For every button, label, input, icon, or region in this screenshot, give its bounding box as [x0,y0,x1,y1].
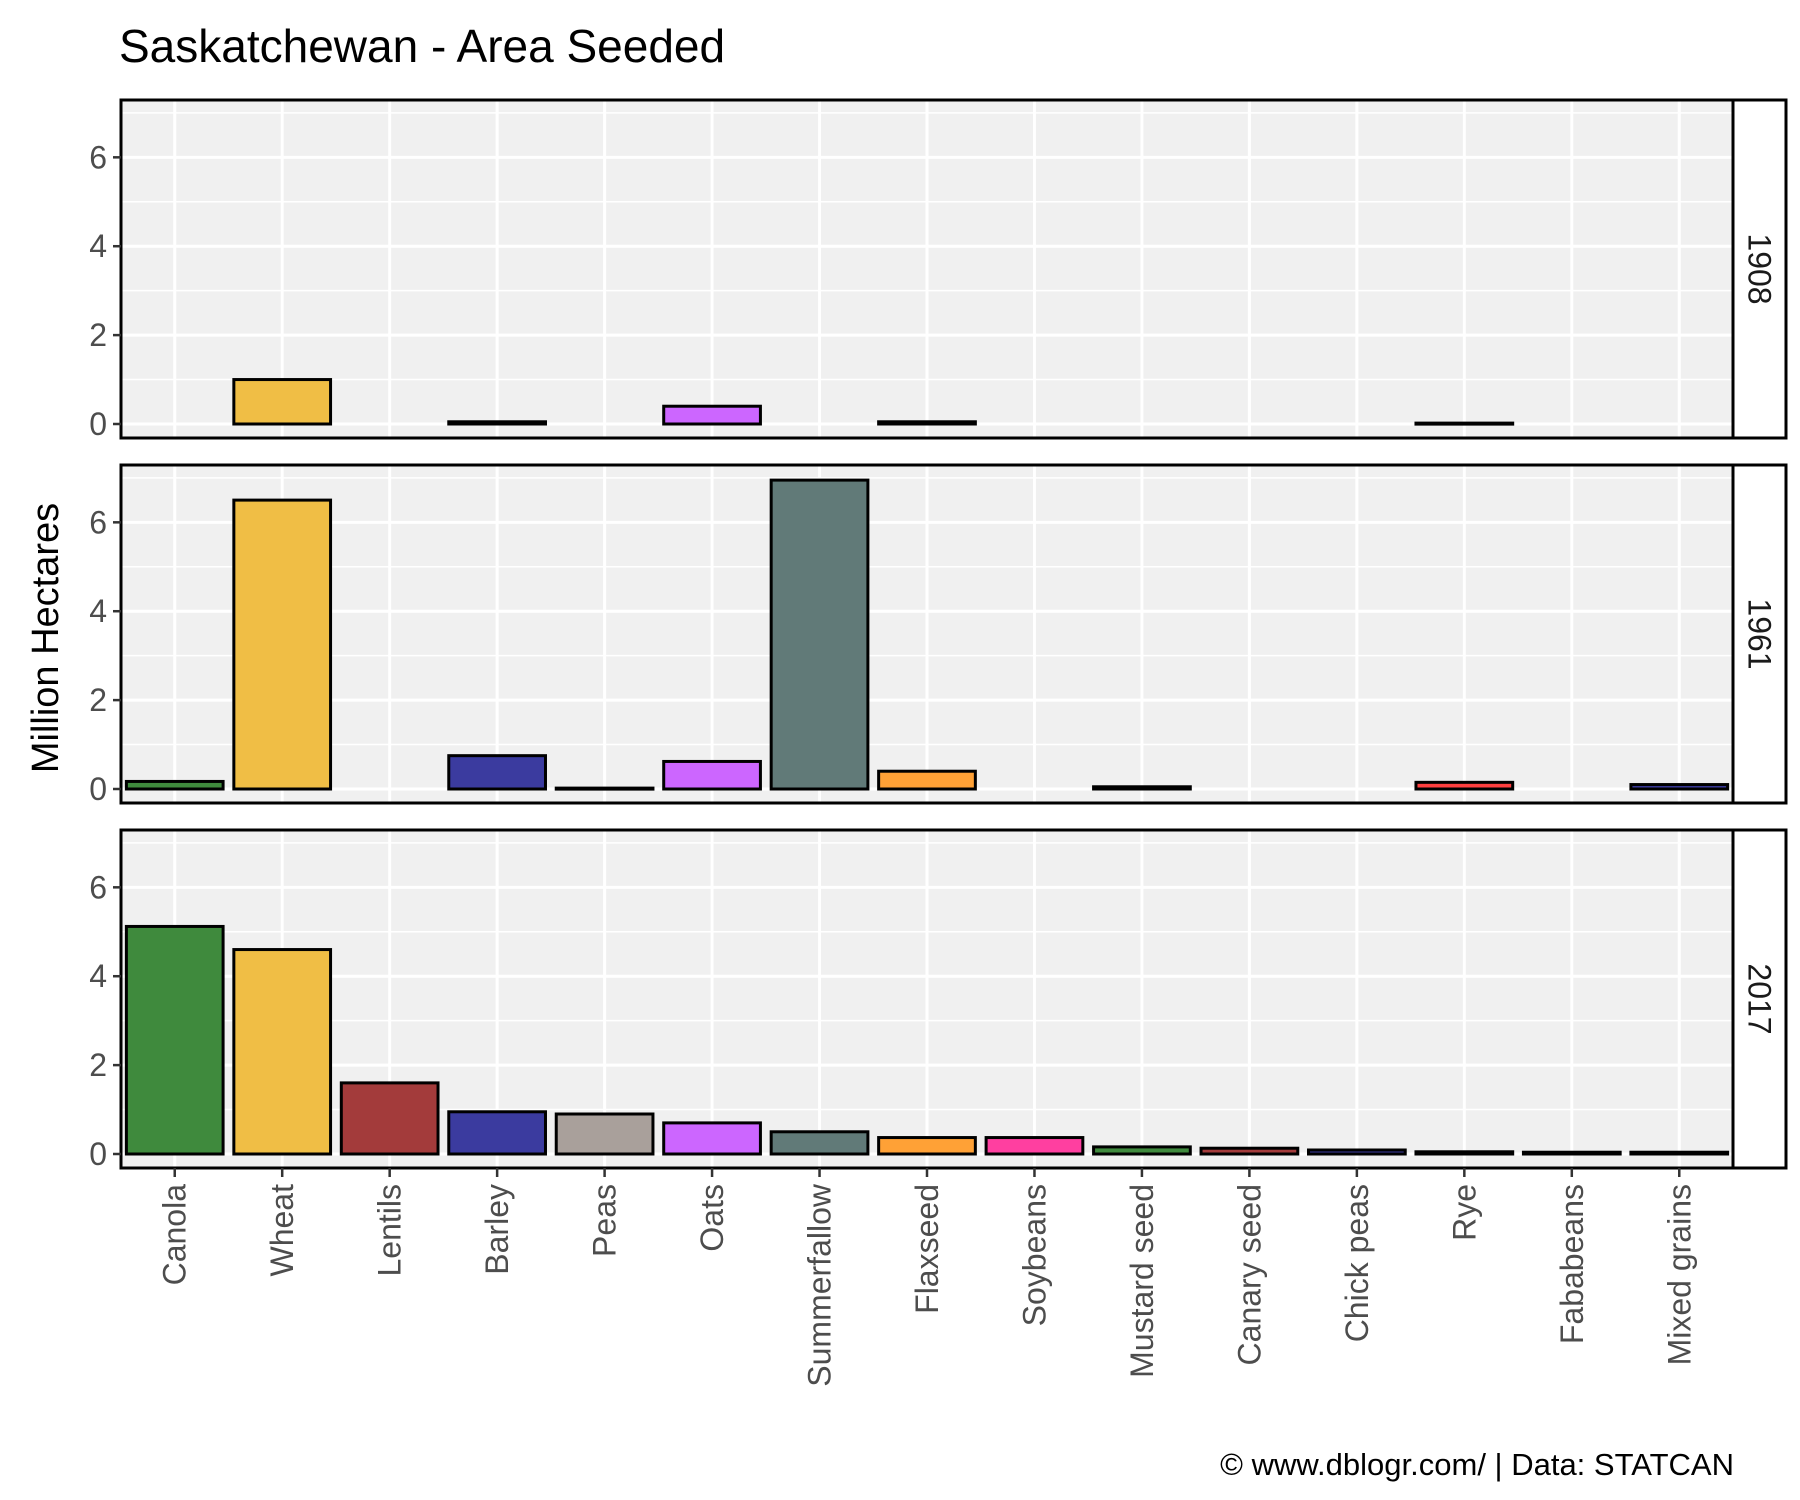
y-tick-label: 4 [89,228,107,264]
bar-soybeans-2017 [984,1136,1085,1156]
x-tick-label-peas: Peas [587,1184,623,1257]
x-tick-label-canola: Canola [157,1184,193,1286]
facet-strip [1731,463,1788,805]
bar-summerfallow-1961 [769,478,870,791]
x-tick-label-summerfallow: Summerfallow [802,1183,838,1387]
facet-label-1961: 1961 [1742,598,1778,669]
bar-mixed-grains-2017 [1629,1150,1730,1156]
y-tick-label: 0 [89,406,107,442]
y-tick-label: 2 [89,1047,107,1083]
bar-fababeans-2017 [1521,1150,1622,1156]
bar-canary-seed-2017 [1199,1146,1300,1156]
bar-mustard-seed-2017 [1092,1145,1192,1156]
bar-rye-1961 [1414,780,1515,791]
y-tick-label: 0 [89,1136,107,1172]
y-tick-label: 4 [89,593,107,629]
bar-rye-2017 [1414,1150,1515,1156]
facet-strip [1731,98,1788,440]
x-tick-label-barley: Barley [479,1184,515,1275]
facet-label-1908: 1908 [1742,233,1778,304]
bar-chick-peas-2017 [1307,1148,1407,1156]
bar-barley-1961 [447,754,547,791]
x-tick-label-chick-peas: Chick peas [1339,1184,1375,1342]
y-axis-label: Million Hectares [25,503,67,773]
bar-wheat-1908 [232,378,333,426]
y-tick-label: 4 [89,958,107,994]
x-tick-label-flaxseed: Flaxseed [909,1184,945,1314]
x-tick-label-mixed-grains: Mixed grains [1661,1184,1697,1365]
bar-peas-1961 [554,786,655,791]
x-axis: Canola Wheat Lentils Barley Peas Oats Summerfa… [157,1168,1697,1387]
bar-mixed-grains-1961 [1629,783,1730,791]
y-tick-label: 6 [89,139,107,175]
x-tick-label-soybeans: Soybeans [1016,1184,1052,1326]
x-tick-label-oats: Oats [694,1184,730,1252]
x-tick-label-fababeans: Fababeans [1554,1184,1590,1344]
x-tick-label-lentils: Lentils [372,1184,408,1277]
caption: © www.dblogr.com/ | Data: STATCAN [1220,1447,1734,1482]
bar-wheat-1961 [232,498,333,791]
facet-panel-1908: 1908 0 2 4 6 [89,98,1788,442]
bar-oats-1961 [662,759,762,791]
bar-peas-2017 [554,1112,655,1156]
y-tick-label: 6 [89,869,107,905]
bar-oats-1908 [662,404,762,426]
bar-summerfallow-2017 [769,1130,870,1156]
x-tick-label-rye: Rye [1446,1184,1482,1241]
bar-barley-2017 [447,1110,547,1156]
bar-canola-2017 [124,924,225,1156]
bar-flaxseed-1961 [877,769,977,791]
bar-mustard-seed-1961 [1092,785,1192,791]
y-tick-label: 6 [89,504,107,540]
bar-oats-2017 [662,1121,762,1156]
bar-flaxseed-1908 [877,420,977,426]
bar-rye-1908 [1414,421,1515,426]
facet-panel-1961: 1961 0 2 4 6 [89,463,1788,807]
bar-flaxseed-2017 [877,1136,977,1156]
bar-canola-1961 [124,779,225,791]
x-tick-label-canary-seed: Canary seed [1231,1184,1267,1365]
y-tick-label: 2 [89,682,107,718]
facet-panel-2017: 2017 0 2 4 6 [89,828,1788,1172]
facet-strip [1731,828,1788,1170]
x-tick-label-mustard-seed: Mustard seed [1124,1184,1160,1378]
bar-barley-1908 [447,420,547,426]
chart-title: Saskatchewan - Area Seeded [119,20,725,72]
bar-lentils-2017 [339,1081,440,1156]
facet-panels: 1908 0 2 4 6 1961 0 2 4 6 2017 0 2 4 6 [89,98,1788,1172]
x-tick-label-wheat: Wheat [264,1184,300,1277]
facet-label-2017: 2017 [1742,963,1778,1034]
bar-wheat-2017 [232,948,333,1156]
y-tick-label: 2 [89,317,107,353]
y-tick-label: 0 [89,771,107,807]
